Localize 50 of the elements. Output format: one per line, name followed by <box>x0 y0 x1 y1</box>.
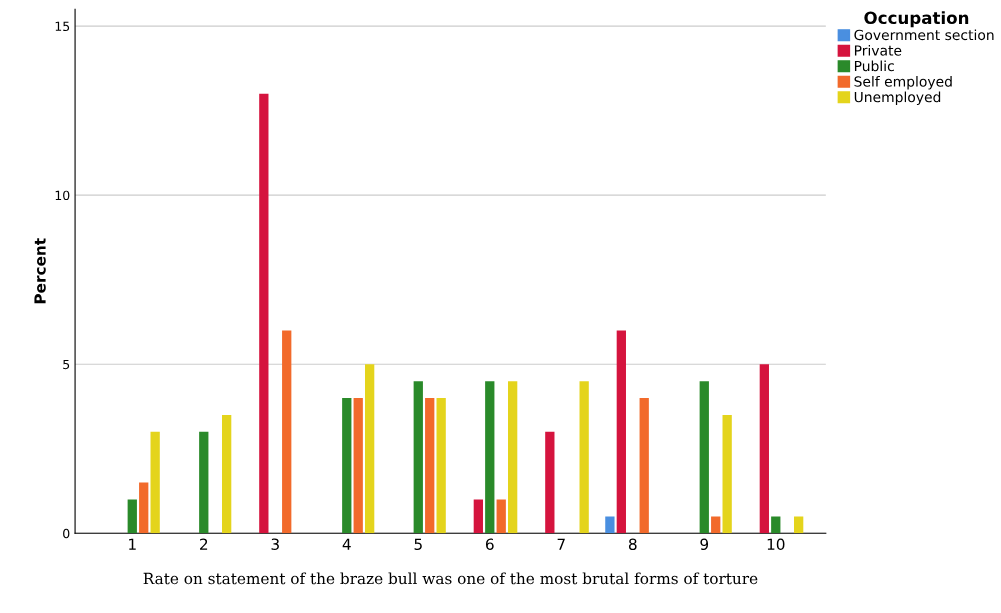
x-tick-label: 3 <box>271 538 279 550</box>
x-tick-label: 9 <box>700 538 709 550</box>
bar <box>508 381 518 534</box>
legend-label: Government section <box>854 29 994 41</box>
bar <box>545 431 555 534</box>
y-tick-label: 5 <box>63 359 70 370</box>
bar <box>365 364 375 534</box>
x-tick-label: 6 <box>485 538 494 550</box>
bar <box>222 414 232 534</box>
bar <box>579 381 589 534</box>
y-tick-label: 15 <box>55 21 70 32</box>
bar <box>616 330 626 534</box>
bar <box>771 516 781 534</box>
bar <box>139 482 149 534</box>
bar <box>353 398 363 534</box>
bar <box>199 431 209 534</box>
bar <box>722 414 732 534</box>
bar <box>496 499 506 534</box>
legend-label: Unemployed <box>854 91 941 105</box>
bar <box>436 398 446 534</box>
bar <box>150 431 160 534</box>
x-tick-label: 10 <box>767 538 785 550</box>
y-tick-label: 0 <box>63 528 70 539</box>
bar <box>794 516 804 534</box>
x-tick-label: 5 <box>414 538 422 550</box>
bar <box>639 398 649 534</box>
bar <box>425 398 435 534</box>
bar <box>259 93 269 534</box>
bar <box>485 381 495 534</box>
legend-label: Self employed <box>854 76 952 90</box>
x-tick-label: 8 <box>628 538 637 550</box>
bar <box>282 330 292 534</box>
x-tick-label: 2 <box>200 538 208 550</box>
bar <box>699 381 709 534</box>
y-tick-label: 10 <box>55 190 70 201</box>
bar <box>605 516 615 534</box>
x-tick-label: 7 <box>557 538 565 550</box>
x-tick-label: 1 <box>129 538 136 550</box>
bar <box>127 499 137 534</box>
bar <box>711 516 721 534</box>
bar <box>413 381 423 534</box>
legend-label: Public <box>854 60 894 72</box>
x-tick-label: 4 <box>342 538 351 550</box>
bar <box>473 499 483 534</box>
legend-title: Occupation <box>864 11 969 28</box>
x-axis-title: Rate on statement of the braze bull was one of the most brutal forms of torture <box>143 572 758 585</box>
legend-label: Private <box>854 44 902 56</box>
y-axis-title: Percent <box>34 238 46 304</box>
bar <box>342 398 352 534</box>
bar <box>759 364 769 534</box>
